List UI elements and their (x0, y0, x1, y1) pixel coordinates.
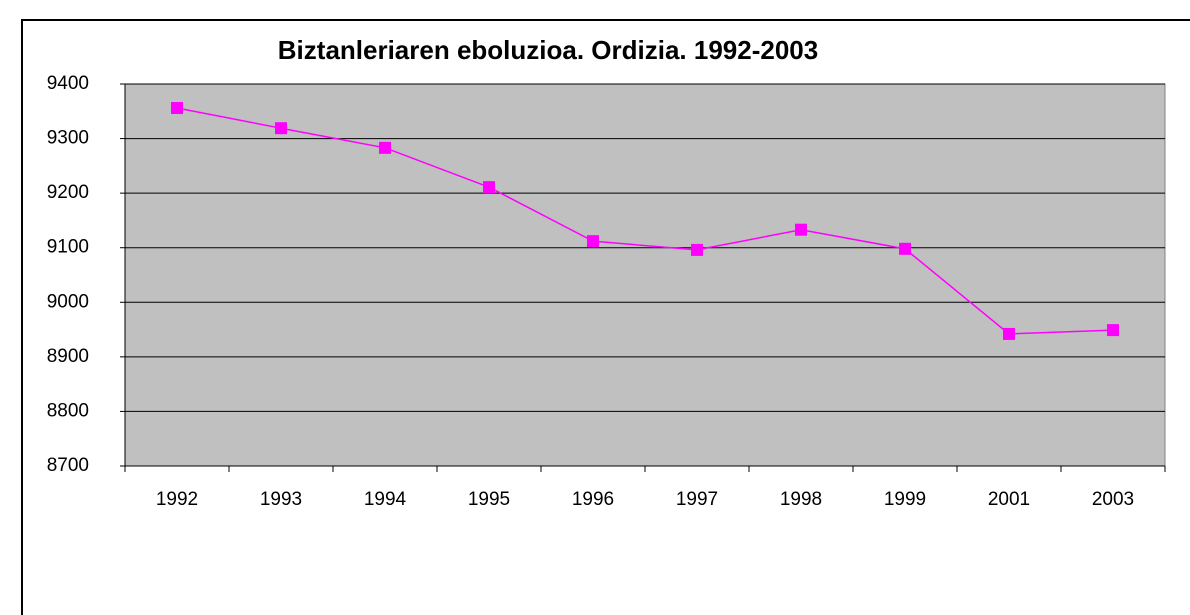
x-tick-label: 1997 (676, 489, 718, 510)
x-tick-label: 1994 (364, 489, 407, 510)
y-tick-label: 8900 (47, 346, 89, 367)
marker (483, 181, 495, 194)
x-tick-label: 2003 (1092, 489, 1134, 510)
y-tick-label: 9300 (47, 128, 89, 149)
x-tick-label: 1998 (780, 489, 822, 510)
marker (1003, 327, 1015, 340)
marker (1107, 324, 1119, 337)
marker (899, 242, 911, 255)
x-tick-label: 1995 (468, 489, 510, 510)
plot-area (124, 83, 1166, 467)
line (176, 107, 1114, 335)
x-tick-label: 1996 (572, 489, 614, 510)
marker (691, 243, 703, 256)
marker (171, 102, 183, 115)
marker (379, 141, 391, 154)
y-tick-label: 9100 (47, 237, 89, 258)
y-tick-label: 9400 (47, 73, 89, 94)
x-tick-label: 2001 (988, 489, 1030, 510)
chart-title: Biztanleriaren eboluzioa. Ordizia. 1992-… (278, 35, 818, 65)
x-tick-label: 1993 (260, 489, 302, 510)
x-tick-label: 1999 (884, 489, 926, 510)
x-tick-label: 1992 (156, 489, 198, 510)
marker (587, 235, 599, 248)
y-tick-label: 9200 (47, 182, 89, 203)
marker (275, 122, 287, 135)
marker (795, 223, 807, 236)
y-tick-label: 8700 (47, 455, 89, 476)
y-tick-label: 9000 (47, 291, 89, 312)
y-tick-label: 8800 (47, 400, 89, 421)
